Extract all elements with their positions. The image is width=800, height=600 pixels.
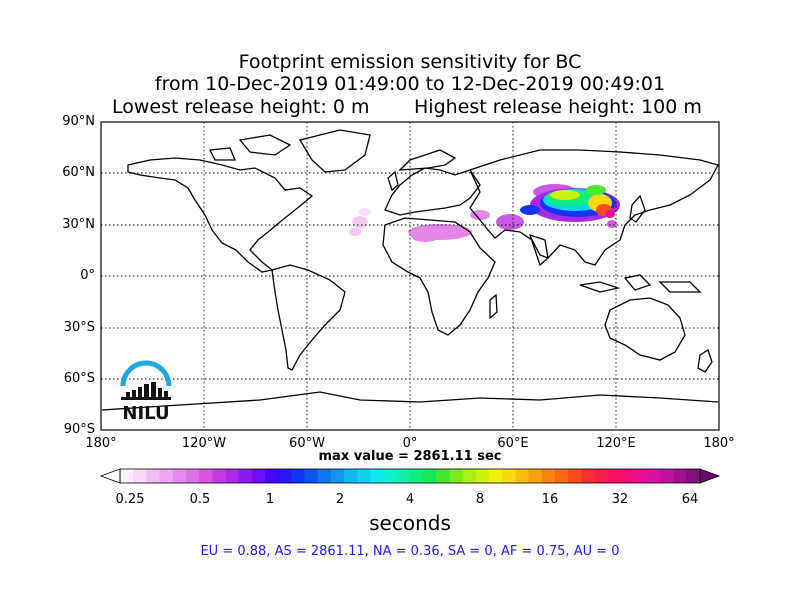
colorbar-tick: 1 bbox=[265, 492, 275, 507]
lat-label: 0° bbox=[80, 268, 95, 283]
lon-label: 180° bbox=[85, 436, 117, 451]
logo-text: NILU bbox=[122, 403, 169, 424]
lat-label: 30°N bbox=[62, 217, 95, 232]
colorbar-tick: 4 bbox=[405, 492, 415, 507]
colorbar-tick: 64 bbox=[681, 492, 699, 507]
colorbar-tick: 0.25 bbox=[115, 492, 145, 507]
lat-label: 60°S bbox=[63, 371, 95, 386]
map-frame bbox=[100, 121, 720, 431]
lon-label: 60°E bbox=[497, 436, 529, 451]
lon-label: 0° bbox=[402, 436, 418, 451]
lon-label: 120°E bbox=[596, 436, 636, 451]
colorbar-tick: 32 bbox=[611, 492, 629, 507]
colorbar-tick: 16 bbox=[541, 492, 559, 507]
highest-release-height: Highest release height: 100 m bbox=[414, 96, 702, 118]
lat-label: 90°N bbox=[62, 114, 95, 129]
colorbar-tick: 2 bbox=[335, 492, 345, 507]
lon-label: 120°W bbox=[181, 436, 227, 451]
colorbar-tick: 8 bbox=[475, 492, 485, 507]
lon-label: 180° bbox=[703, 436, 735, 451]
nilu-logo: NILU bbox=[120, 360, 172, 424]
max-value-label: max value = 2861.11 sec bbox=[318, 449, 502, 464]
graticule bbox=[101, 122, 719, 430]
lat-label: 90°S bbox=[63, 422, 95, 437]
lowest-release-height: Lowest release height: 0 m bbox=[112, 96, 370, 118]
colorbar-units: seconds bbox=[369, 511, 451, 535]
map-title-line2: from 10-Dec-2019 01:49:00 to 12-Dec-2019… bbox=[154, 73, 666, 95]
lat-label: 60°N bbox=[62, 165, 95, 180]
coastlines bbox=[101, 129, 719, 411]
map-title-line1: Footprint emission sensitivity for BC bbox=[238, 51, 582, 73]
lat-label: 30°S bbox=[63, 320, 95, 335]
footprint-overlay bbox=[349, 184, 620, 242]
region-values: EU = 0.88, AS = 2861.11, NA = 0.36, SA =… bbox=[200, 544, 620, 559]
lon-label: 60°W bbox=[289, 436, 325, 451]
colorbar-tick: 0.5 bbox=[189, 492, 211, 507]
